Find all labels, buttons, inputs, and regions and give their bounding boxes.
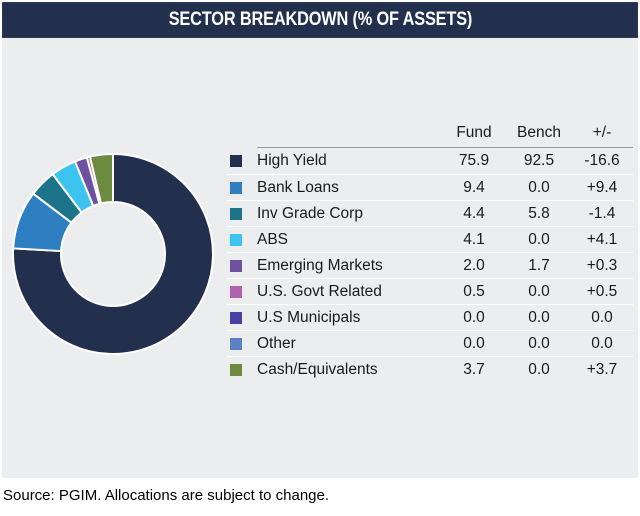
fund-value: 0.0 <box>441 330 507 356</box>
legend-swatch <box>230 285 242 298</box>
legend-swatch <box>230 363 242 376</box>
diff-value: +0.3 <box>571 252 633 278</box>
table-row: High Yield 75.9 92.5 -16.6 <box>227 148 633 174</box>
table-row: Cash/Equivalents 3.7 0.0 +3.7 <box>227 356 633 382</box>
diff-value: +3.7 <box>571 356 633 382</box>
table-header-row: Fund Bench +/- <box>227 118 633 148</box>
diff-value: -1.4 <box>571 200 633 226</box>
table-row: U.S Municipals 0.0 0.0 0.0 <box>227 304 633 330</box>
diff-value: 0.0 <box>571 304 633 330</box>
fund-value: 9.4 <box>441 174 507 200</box>
sector-label: Cash/Equivalents <box>257 356 441 382</box>
legend-swatch-cell <box>227 356 257 382</box>
legend-swatch <box>230 155 242 167</box>
table-row: ABS 4.1 0.0 +4.1 <box>227 226 633 252</box>
column-header-fund: Fund <box>441 118 507 148</box>
legend-swatch-cell <box>227 278 257 304</box>
legend-swatch <box>230 259 242 272</box>
sector-label: High Yield <box>257 152 327 169</box>
legend-swatch <box>230 233 242 246</box>
legend-swatch <box>230 337 242 350</box>
sector-label: Other <box>257 330 441 356</box>
sector-label: U.S. Govt Related <box>257 278 441 304</box>
legend-swatch-cell <box>227 200 257 226</box>
legend-swatch <box>230 207 242 220</box>
header-swatch-spacer <box>227 118 257 148</box>
panel-title: SECTOR BREAKDOWN (% OF ASSETS) <box>168 9 472 30</box>
column-header-bench: Bench <box>507 118 571 148</box>
bench-value: 0.0 <box>507 278 571 304</box>
sector-label: ABS <box>257 226 441 252</box>
header-label-spacer <box>257 118 441 148</box>
bench-value: 0.0 <box>507 356 571 382</box>
legend-swatch-cell <box>227 148 257 174</box>
table-row: Other 0.0 0.0 0.0 <box>227 330 633 356</box>
chart-panel-background: Fund Bench +/- High Yield 75.9 92.5 -16.6 Ba… <box>2 38 638 478</box>
bench-value: 5.8 <box>507 200 571 226</box>
legend-swatch-cell <box>227 330 257 356</box>
sector-label: U.S Municipals <box>257 304 441 330</box>
diff-value: -16.6 <box>584 152 620 169</box>
allocation-table: Fund Bench +/- High Yield 75.9 92.5 -16.6 Ba… <box>227 118 633 382</box>
panel-title-bar: SECTOR BREAKDOWN (% OF ASSETS) <box>2 2 638 38</box>
source-note: Source: PGIM. Allocations are subject to… <box>3 487 330 504</box>
fund-value: 2.0 <box>441 252 507 278</box>
bench-value: 0.0 <box>507 174 571 200</box>
legend-swatch-cell <box>227 226 257 252</box>
diff-value: +9.4 <box>571 174 633 200</box>
diff-value: +0.5 <box>571 278 633 304</box>
table-row: Inv Grade Corp 4.4 5.8 -1.4 <box>227 200 633 226</box>
donut-slice-cash-equivalents <box>88 153 114 205</box>
table-row: Bank Loans 9.4 0.0 +9.4 <box>227 174 633 200</box>
fund-value: 4.4 <box>441 200 507 226</box>
fund-value: 4.1 <box>441 226 507 252</box>
table-row: Emerging Markets 2.0 1.7 +0.3 <box>227 252 633 278</box>
fund-value: 0.0 <box>441 304 507 330</box>
legend-swatch-cell <box>227 174 257 200</box>
bench-value: 0.0 <box>507 304 571 330</box>
fund-value: 3.7 <box>441 356 507 382</box>
bench-value: 92.5 <box>523 152 555 169</box>
legend-swatch <box>230 311 242 324</box>
sector-label: Inv Grade Corp <box>257 200 441 226</box>
legend-swatch-cell <box>227 252 257 278</box>
diff-value: 0.0 <box>571 330 633 356</box>
sector-label: Emerging Markets <box>257 252 441 278</box>
bench-value: 0.0 <box>507 226 571 252</box>
donut-chart <box>9 150 217 358</box>
bench-value: 0.0 <box>507 330 571 356</box>
donut-chart-svg <box>12 153 214 355</box>
legend-swatch <box>230 181 242 194</box>
diff-value: +4.1 <box>571 226 633 252</box>
fund-value: 75.9 <box>458 152 490 169</box>
sector-label: Bank Loans <box>257 174 441 200</box>
table-body: High Yield 75.9 92.5 -16.6 Bank Loans 9.4 0.0 +… <box>227 148 633 382</box>
legend-swatch-cell <box>227 304 257 330</box>
table-row: U.S. Govt Related 0.5 0.0 +0.5 <box>227 278 633 304</box>
column-header-diff: +/- <box>571 118 633 148</box>
donut-slice-high-yield <box>12 153 214 355</box>
fund-value: 0.5 <box>441 278 507 304</box>
bench-value: 1.7 <box>507 252 571 278</box>
